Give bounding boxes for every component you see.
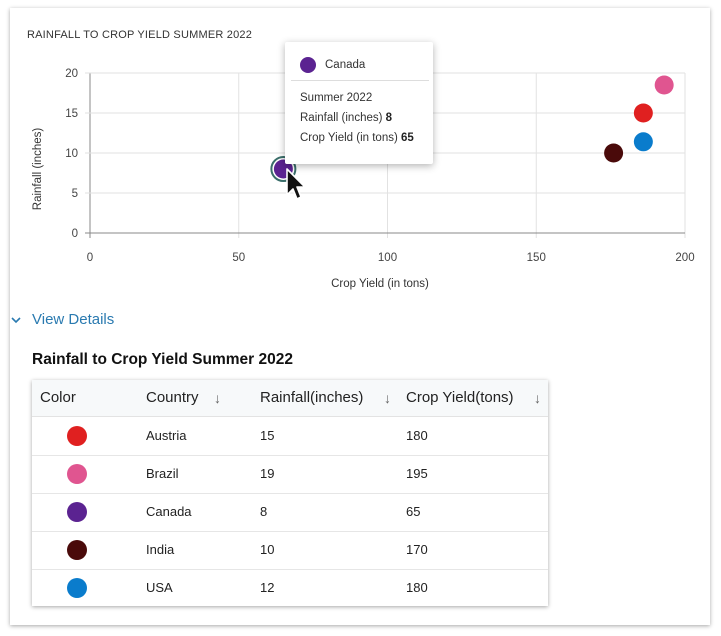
tooltip-color-dot [300,57,316,73]
tooltip: Canada Summer 2022 Rainfall (inches) 8 C… [285,42,433,164]
cell-rainfall: 10 [260,542,275,557]
mouse-pointer-icon [286,168,306,200]
cell-yield: 65 [406,504,421,519]
sort-yield-icon[interactable]: ↓ [534,390,541,406]
x-axis-label: Crop Yield (in tons) [331,278,429,290]
tooltip-rainfall: Rainfall (inches) 8 [300,112,392,124]
tooltip-country: Canada [325,59,366,71]
table-row: Austria 15 180 [32,417,548,456]
sort-rainfall-icon[interactable]: ↓ [384,390,391,406]
tooltip-rainfall-label: Rainfall (inches) [300,112,383,124]
header-rainfall[interactable]: Rainfall(inches) [260,389,364,406]
data-point-brazil[interactable] [654,75,674,95]
chart-title: RAINFALL TO CROP YIELD SUMMER 2022 [27,29,253,41]
y-axis-label: Rainfall (inches) [32,128,44,211]
table-row: Brazil 19 195 [32,455,548,494]
table-title: Rainfall to Crop Yield Summer 2022 [32,351,293,368]
chevron-down-icon [11,311,23,328]
color-swatch [67,464,87,484]
x-tick-label: 200 [675,252,694,264]
color-swatch [67,502,87,522]
x-tick-label: 100 [378,252,397,264]
cell-rainfall: 12 [260,580,275,595]
cell-country: Austria [146,428,187,443]
tooltip-header: Canada [300,57,365,73]
x-tick-label: 150 [527,252,546,264]
y-tick-label: 20 [65,68,78,80]
cell-yield: 180 [406,428,428,443]
axis-ticks: 0 50 100 150 200 0 5 10 15 20 [65,68,694,264]
cell-rainfall: 19 [260,466,275,481]
header-country[interactable]: Country [146,389,199,406]
tooltip-yield-value: 65 [401,132,414,144]
x-tick-label: 0 [87,252,93,264]
table-row: Canada 8 65 [32,493,548,532]
cell-country: India [146,542,175,557]
scatter-plot: 0 50 100 150 200 0 5 10 15 20 Crop Yield (in tons… [32,68,695,290]
table-row: India 10 170 [32,531,548,570]
y-tick-label: 10 [65,148,78,160]
color-swatch [67,540,87,560]
color-swatch [67,578,87,598]
table-row: USA 12 180 [32,569,548,607]
y-tick-label: 0 [72,228,78,240]
tooltip-divider [291,80,429,81]
data-point-austria[interactable] [633,103,653,123]
header-yield[interactable]: Crop Yield(tons) [406,389,514,406]
table-header: Color Country ↓ Rainfall(inches) ↓ Crop … [32,380,548,417]
y-tick-label: 5 [72,188,78,200]
view-details-toggle[interactable]: View Details [11,311,114,328]
header-color: Color [40,389,76,406]
tooltip-rainfall-value: 8 [385,112,393,124]
cell-country: USA [146,580,173,595]
data-table: Color Country ↓ Rainfall(inches) ↓ Crop … [32,380,548,606]
cell-rainfall: 8 [260,504,268,519]
cell-yield: 180 [406,580,428,595]
tooltip-yield: Crop Yield (in tons) 65 [300,132,414,144]
tooltip-season: Summer 2022 [300,92,373,104]
cell-yield: 170 [406,542,428,557]
cell-country: Canada [146,504,192,519]
sort-country-icon[interactable]: ↓ [214,390,221,406]
cell-yield: 195 [406,466,428,481]
tooltip-yield-label: Crop Yield (in tons) [300,132,398,144]
cell-country: Brazil [146,466,179,481]
x-tick-label: 50 [232,252,245,264]
y-tick-label: 15 [65,108,78,120]
data-point-usa[interactable] [633,132,653,152]
data-point-india[interactable] [604,143,624,163]
view-details-label: View Details [32,311,115,328]
cell-rainfall: 15 [260,428,275,443]
color-swatch [67,426,87,446]
